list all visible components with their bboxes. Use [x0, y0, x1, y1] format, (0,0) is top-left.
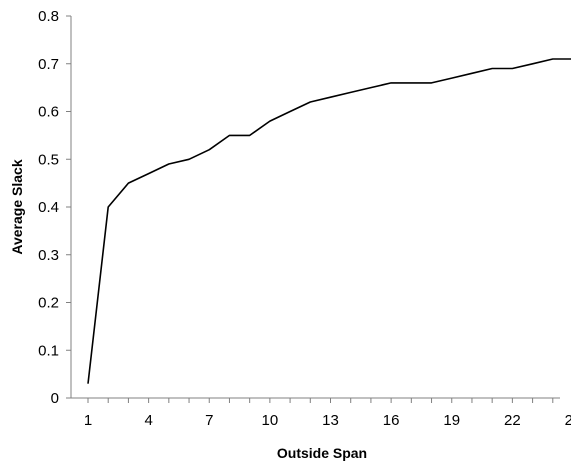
y-tick-label: 0.5 — [38, 151, 59, 168]
y-axis-ticks: 0 0.1 0.2 0.3 0.4 0.5 0.6 0.7 0.8 — [38, 8, 71, 407]
y-tick-label: 0.6 — [38, 104, 59, 121]
x-tick-label: 25 — [565, 412, 571, 429]
y-tick-label: 0.7 — [38, 56, 59, 73]
x-axis-title: Outside Span — [277, 445, 367, 461]
data-point — [167, 162, 171, 166]
y-tick-label: 0.1 — [38, 342, 59, 359]
x-tick-label: 10 — [262, 412, 279, 429]
data-point — [86, 382, 90, 386]
y-axis-title: Average Slack — [9, 159, 25, 254]
data-point — [349, 90, 353, 94]
data-point — [126, 181, 130, 185]
data-point — [531, 62, 535, 66]
data-point — [248, 133, 252, 137]
data-point — [227, 133, 231, 137]
x-tick-label: 16 — [383, 412, 400, 429]
data-point — [187, 157, 191, 161]
x-tick-label: 4 — [144, 412, 152, 429]
data-point — [389, 81, 393, 85]
y-tick-label: 0.2 — [38, 295, 59, 312]
data-point — [470, 71, 474, 75]
y-tick-label: 0.8 — [38, 8, 59, 25]
data-point — [329, 95, 333, 99]
data-point — [106, 205, 110, 209]
y-tick-label: 0.3 — [38, 247, 59, 264]
data-points — [86, 57, 571, 386]
data-point — [409, 81, 413, 85]
data-point — [308, 100, 312, 104]
data-point — [147, 172, 151, 176]
data-point — [510, 67, 514, 71]
data-point — [288, 110, 292, 114]
data-point — [369, 86, 373, 90]
data-point — [430, 81, 434, 85]
data-point — [450, 76, 454, 80]
x-tick-label: 7 — [205, 412, 213, 429]
x-tick-label: 19 — [443, 412, 460, 429]
x-tick-label: 13 — [322, 412, 339, 429]
y-tick-label: 0.4 — [38, 199, 59, 216]
y-tick-label: 0 — [51, 390, 59, 407]
x-axis-ticks: 1 4 7 10 13 16 19 22 25 — [84, 398, 571, 429]
x-tick-label: 22 — [504, 412, 521, 429]
x-tick-label: 1 — [84, 412, 92, 429]
data-point — [268, 119, 272, 123]
data-point — [207, 148, 211, 152]
series-line — [87, 58, 571, 384]
data-point — [551, 57, 555, 61]
data-point — [490, 67, 494, 71]
